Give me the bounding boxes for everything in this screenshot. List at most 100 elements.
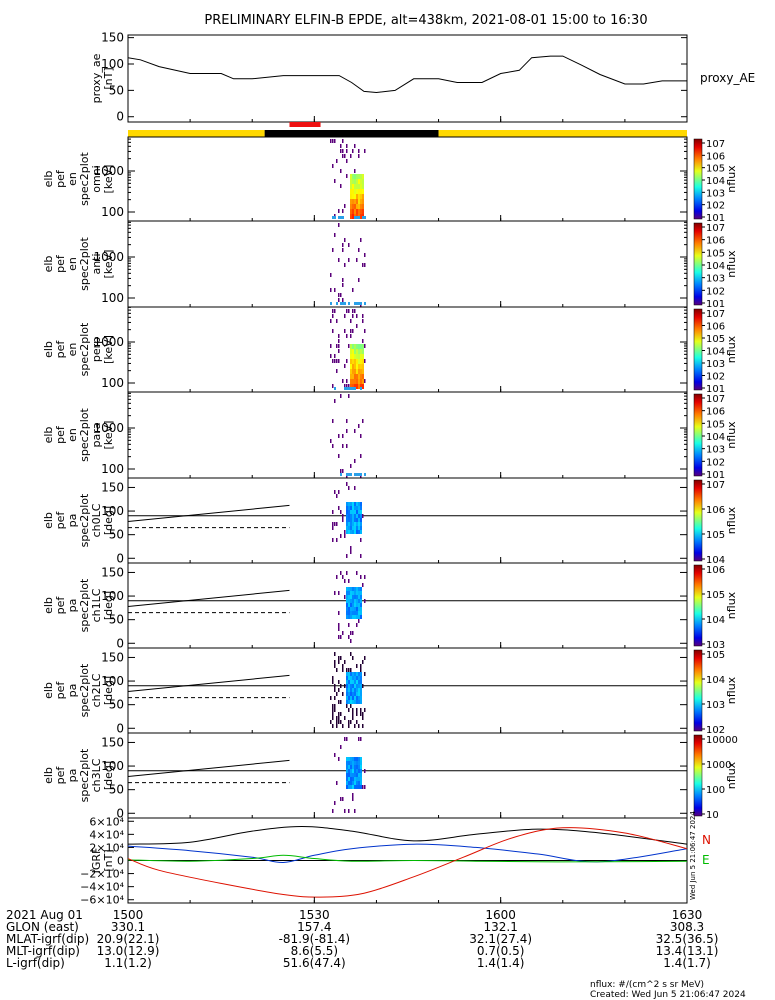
pa_ch0-colorbar-label: nflux [725,506,738,534]
en_para-colorbar-label: nflux [725,421,738,449]
en_omni-colorbar-tick-label: 102 [706,201,725,212]
en_para-colorbar-tick-label: 102 [706,457,725,468]
heatmap-cell [354,781,356,785]
heatmap-cell [362,204,364,209]
heatmap-cell [350,672,352,676]
heatmap-cell [352,374,354,379]
footer-row-label: MLT-igrf(dip) [6,944,80,958]
heatmap-cell [330,439,332,443]
heatmap-cell [356,773,358,777]
igrf-ytick-label: −6×10⁴ [80,894,124,907]
heatmap-cell [346,607,348,611]
heatmap-cell [350,329,352,333]
heatmap-cell [330,273,332,277]
heatmap-cell [356,664,358,668]
heatmap-cell [362,384,364,389]
heatmap-cell [350,384,352,389]
heatmap-cell [350,387,352,390]
pa_ch0-ytick-label: 150 [101,480,124,494]
heatmap-cell [340,712,342,716]
heatmap-cell [350,595,352,599]
heatmap-cell [360,434,362,438]
pa_ch3-ytick-label: 0 [116,806,124,820]
heatmap-cell [346,765,348,769]
heatmap-cell [338,223,340,227]
heatmap-cell [332,139,334,143]
heatmap-cell [350,769,352,773]
heatmap-cell [360,781,362,785]
pa_ch0-ytick-label: 100 [101,504,124,518]
heatmap-cell [338,334,340,338]
pa_ch0-ylabel-line: pef [54,511,67,530]
heatmap-cell [360,680,362,684]
heatmap-cell [334,387,336,390]
footer-value: 1530 [299,908,330,922]
heatmap-cell [334,591,336,595]
heatmap-cell [356,384,358,389]
heatmap-cell [352,591,354,595]
heatmap-cell [344,660,346,664]
heatmap-cell [346,761,348,765]
heatmap-cell [362,184,364,189]
heatmap-cell [350,785,352,789]
heatmap-cell [352,793,354,797]
heatmap-cell [356,174,358,179]
heatmap-cell [352,785,354,789]
heatmap-cell [350,189,352,194]
heatmap-cell [362,419,364,423]
heatmap-cell [346,773,348,777]
side-timestamp: Wed Jun 5 21:06:47 2024 [689,811,697,900]
footer-value: 13.4(13.1) [656,944,719,958]
heatmap-cell [336,716,338,720]
heatmap-cell [362,379,364,384]
heatmap-cell [358,179,360,184]
heatmap-cell [342,283,344,287]
heatmap-cell [352,696,354,700]
heatmap-cell [356,607,358,611]
heatmap-cell [346,769,348,773]
footer-value: 330.1 [111,920,145,934]
heatmap-cell [342,379,344,383]
heatmap-cell [354,510,356,514]
proxy-ae-frame [127,34,688,123]
igrf-ytick-label: −2×10⁴ [80,868,124,881]
orbit-segment-day [128,130,265,137]
heatmap-cell [352,761,354,765]
heatmap-cell [348,530,350,534]
heatmap-cell [362,716,364,720]
heatmap-cell [340,684,342,688]
heatmap-cell [346,514,348,518]
heatmap-cell [354,526,356,530]
heatmap-cell [354,184,356,189]
heatmap-cell [360,384,362,389]
heatmap-cell [352,522,354,526]
heatmap-cell [358,209,360,214]
pa_ch2-ytick-label: 50 [109,698,124,712]
pa_ch3-losscone-line [127,759,290,777]
heatmap-cell [338,298,340,302]
heatmap-cell [350,502,352,506]
heatmap-cell [360,668,362,672]
heatmap-cell [346,309,348,313]
heatmap-cell [330,344,332,348]
heatmap-cell [348,720,350,724]
pa_ch0-heatmap [332,482,364,558]
heatmap-cell [352,712,354,716]
heatmap-cell [354,194,356,199]
heatmap-cell [364,359,366,363]
heatmap-cell [354,769,356,773]
heatmap-cell [356,587,358,591]
heatmap-cell [340,656,342,660]
pa_ch2-colorbar-tick-label: 102 [706,725,725,736]
pa_ch0-colorbar-tick-label: 106 [706,505,725,516]
heatmap-cell [346,688,348,692]
heatmap-cell [356,712,358,716]
heatmap-cell [346,387,348,390]
heatmap-cell [360,587,362,591]
heatmap-cell [360,615,362,619]
heatmap-cell [346,757,348,761]
heatmap-cell [342,797,344,801]
heatmap-cell [342,518,344,522]
heatmap-cell [358,777,360,781]
heatmap-cell [362,216,364,219]
